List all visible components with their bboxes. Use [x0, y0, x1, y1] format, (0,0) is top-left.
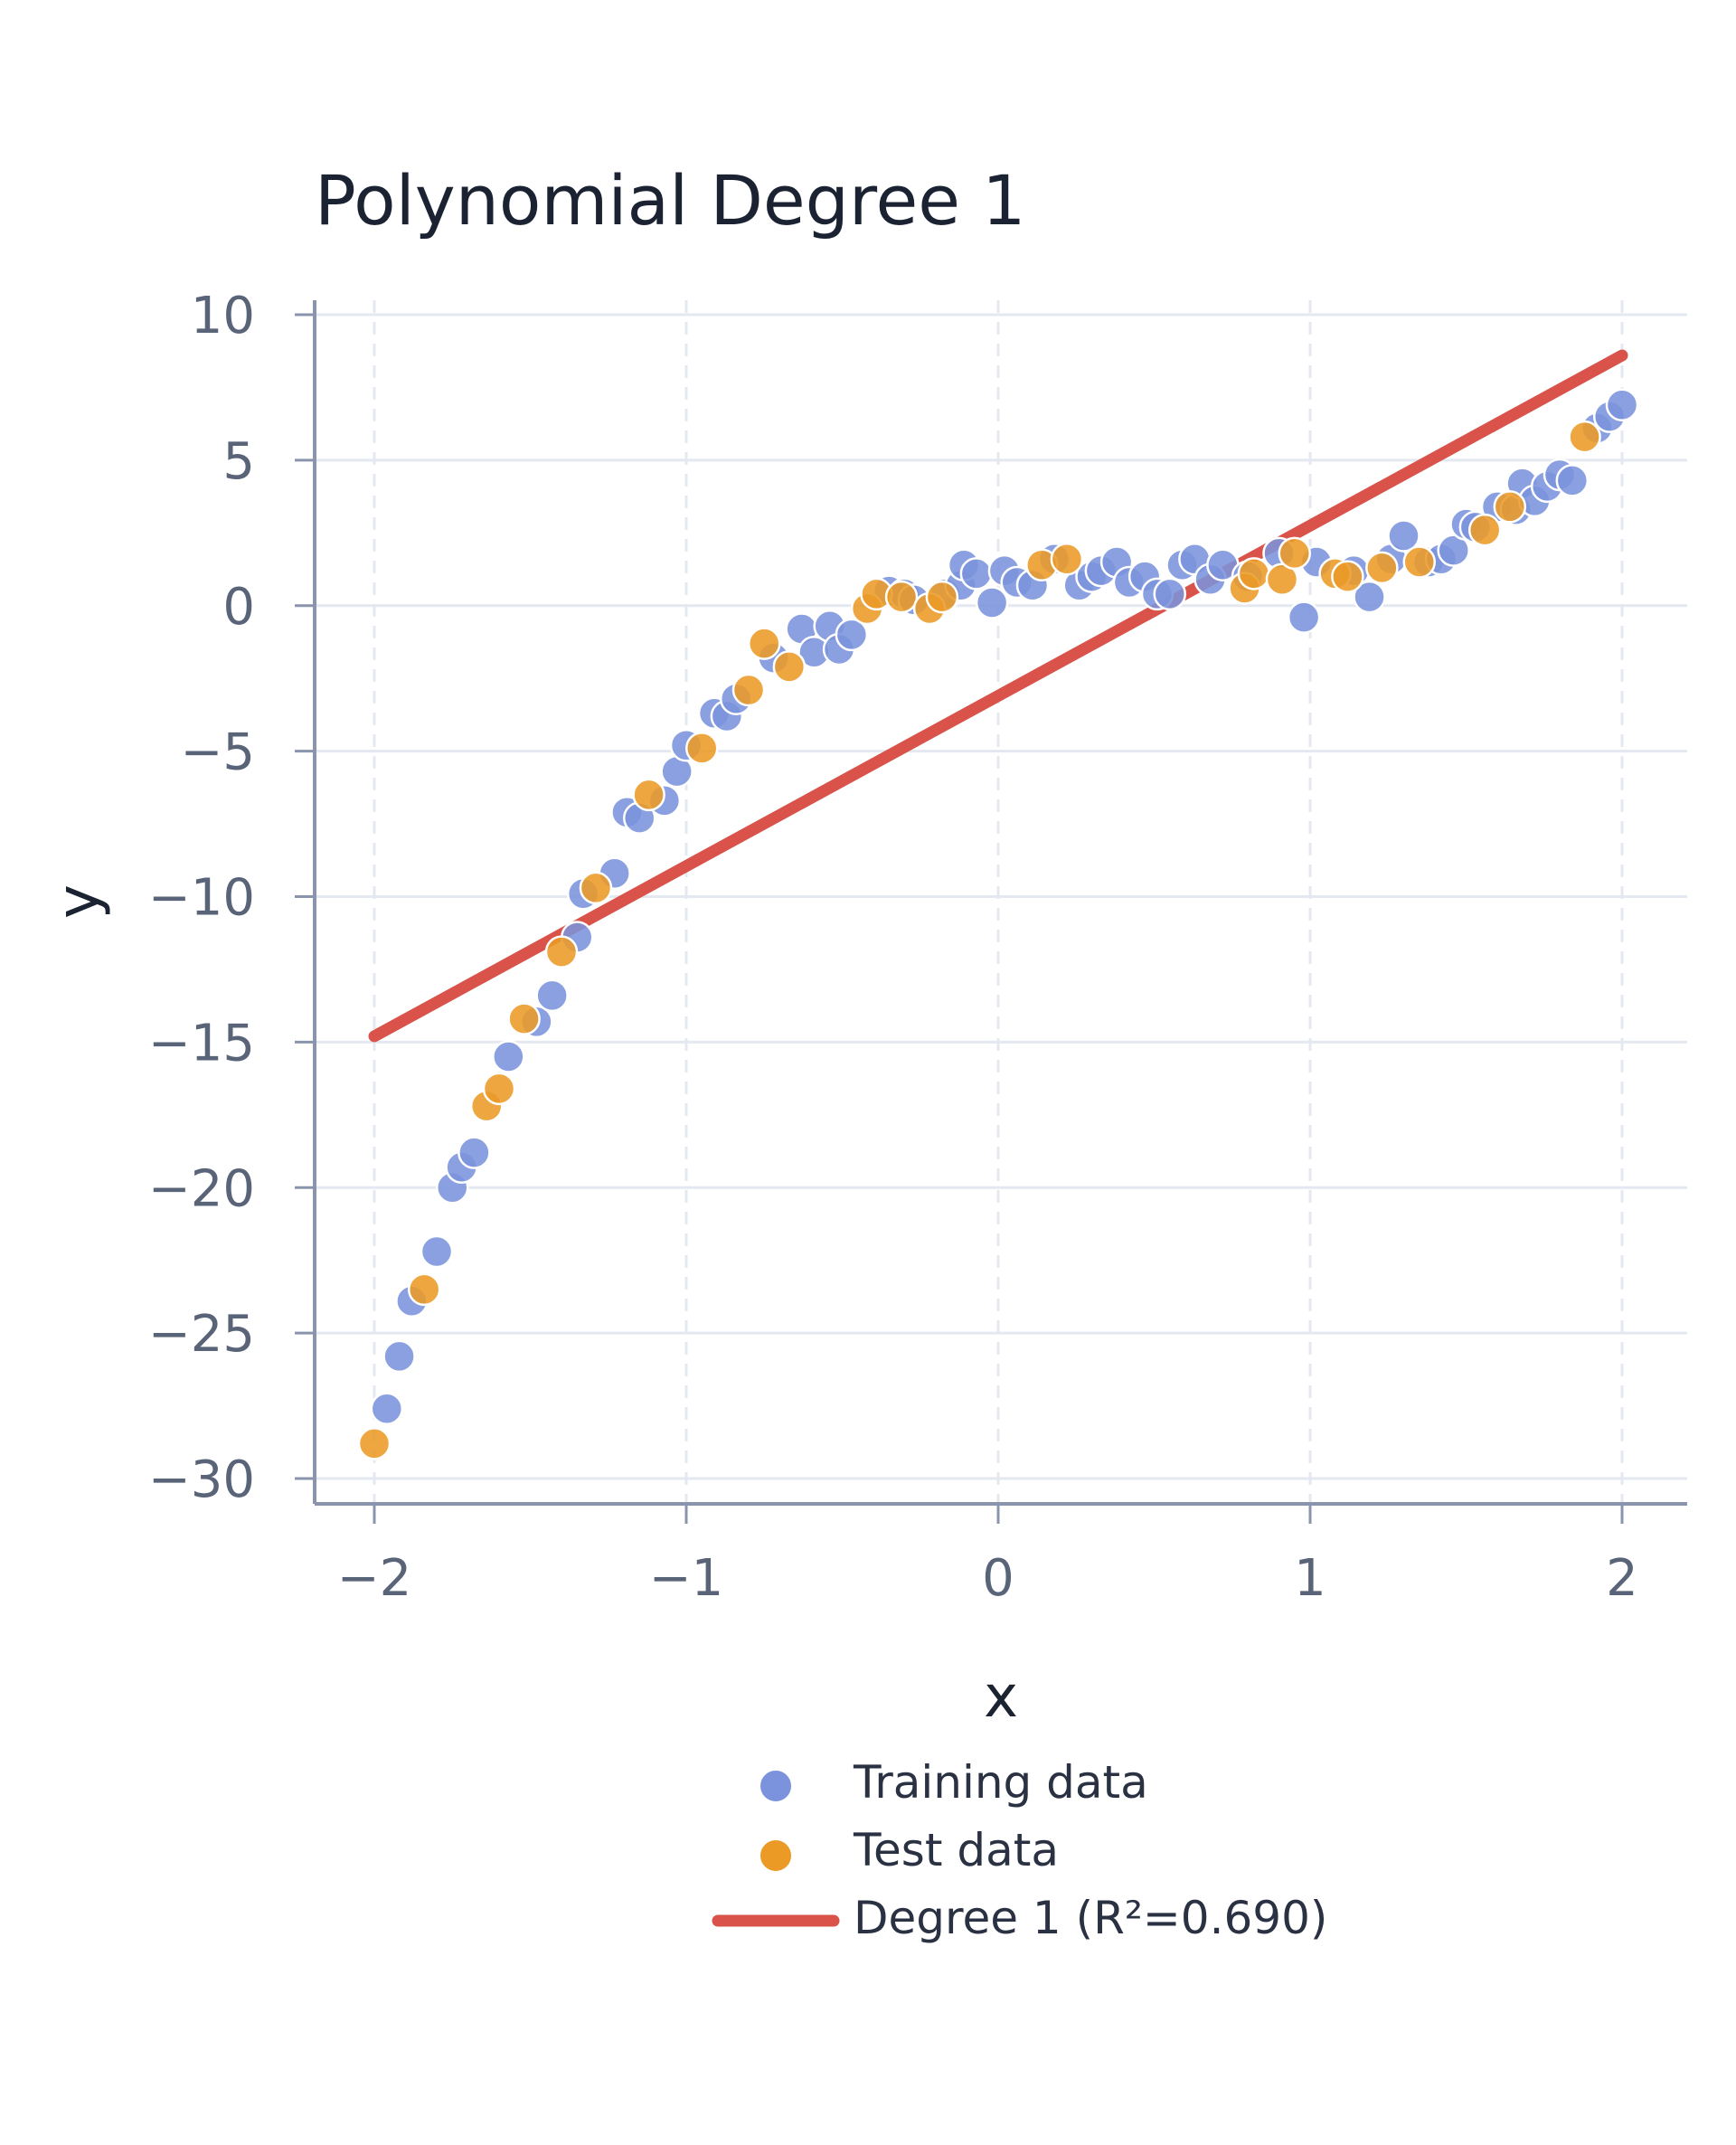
legend-label-training: Training data — [853, 1756, 1148, 1809]
test-point — [579, 871, 613, 905]
training-point — [1605, 388, 1639, 421]
training-point — [535, 978, 569, 1013]
test-point — [632, 778, 665, 812]
gridlines — [315, 300, 1687, 1504]
training-point — [835, 618, 869, 652]
x-tick-label: 1 — [1294, 1549, 1326, 1608]
test-point — [748, 627, 781, 660]
y-tick-label: −5 — [180, 723, 255, 782]
x-tick-label: −2 — [337, 1549, 412, 1608]
training-point — [975, 586, 1009, 619]
test-point — [925, 580, 959, 614]
test-point — [1568, 420, 1601, 454]
y-tick-label: −30 — [148, 1450, 255, 1509]
x-tick-label: −1 — [649, 1549, 724, 1608]
legend-label-fit: Degree 1 (R²=0.690) — [854, 1892, 1327, 1944]
training-point — [1387, 519, 1420, 553]
training-point — [458, 1136, 491, 1169]
x-axis-label: x — [984, 1664, 1018, 1731]
test-point — [884, 580, 919, 614]
training-point — [959, 557, 994, 591]
test-point — [731, 673, 766, 707]
test-point — [407, 1272, 441, 1307]
training-point — [1287, 600, 1321, 634]
y-tick-label: 10 — [191, 287, 255, 345]
test-point — [1237, 557, 1271, 591]
test-point — [1278, 536, 1311, 571]
x-tick-label: 0 — [982, 1549, 1014, 1608]
chart-title: Polynomial Degree 1 — [315, 160, 1026, 241]
legend: Training data Test data Degree 1 (R²=0.6… — [712, 1756, 1327, 1944]
test-point — [507, 1002, 541, 1035]
test-point — [1331, 560, 1364, 593]
test-point — [357, 1427, 392, 1460]
y-tick-label: 0 — [222, 578, 255, 637]
test-point — [1050, 543, 1084, 576]
x-tick-label: 2 — [1606, 1549, 1638, 1608]
training-point — [420, 1234, 454, 1269]
y-tick-label: −10 — [148, 869, 255, 928]
training-point — [492, 1040, 525, 1073]
test-point — [1493, 490, 1527, 524]
training-point — [1437, 534, 1470, 567]
y-tick-label: 5 — [222, 432, 255, 491]
training-point — [1153, 577, 1186, 611]
legend-label-test: Test data — [853, 1824, 1059, 1876]
y-tick-label: −25 — [148, 1305, 255, 1364]
test-point — [1402, 545, 1436, 579]
y-tick-label: −20 — [148, 1159, 255, 1218]
test-point — [772, 650, 807, 684]
axes — [313, 300, 1687, 1506]
training-point — [382, 1339, 416, 1374]
y-axis-label: y — [45, 884, 112, 919]
test-point — [1365, 551, 1399, 585]
training-point — [1555, 464, 1590, 497]
test-point — [685, 732, 719, 765]
test-point — [1467, 513, 1502, 547]
y-tick-label: −15 — [148, 1014, 255, 1072]
training-point — [1353, 580, 1386, 614]
legend-swatch-test — [759, 1838, 793, 1873]
points-layer — [357, 388, 1639, 1460]
legend-swatch-training — [759, 1769, 793, 1803]
training-point — [370, 1392, 404, 1426]
test-point — [482, 1072, 516, 1106]
test-point — [544, 935, 579, 969]
test-point — [1265, 562, 1299, 597]
